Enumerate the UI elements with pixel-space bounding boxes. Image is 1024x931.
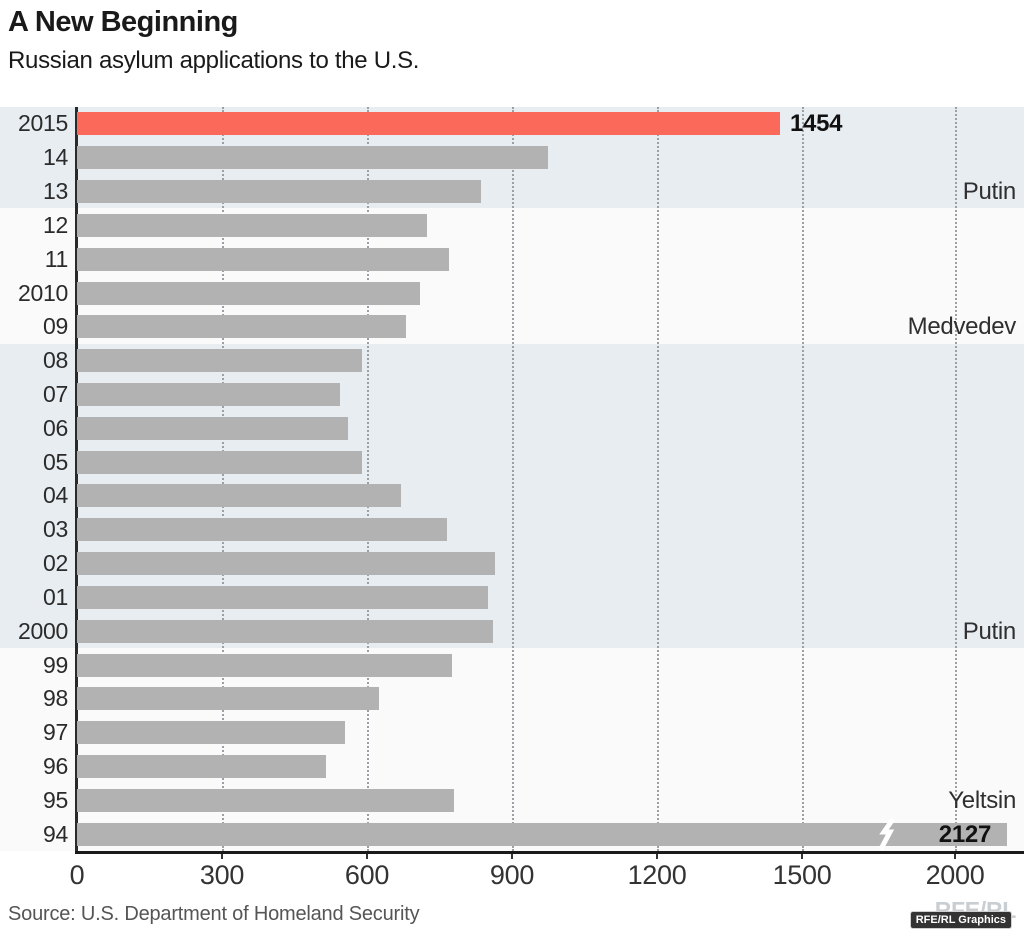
year-label-07: 07 (43, 380, 68, 407)
x-tick-900 (511, 854, 513, 859)
value-label-94: 2127 (938, 820, 992, 848)
bar-08 (77, 349, 362, 373)
x-tick-2000 (954, 854, 956, 859)
year-label-09: 09 (43, 313, 68, 340)
bar-97 (77, 721, 345, 745)
bar-2015 (77, 112, 780, 136)
bar-13 (77, 180, 481, 204)
gridline-900 (512, 107, 514, 851)
year-label-94: 94 (43, 820, 68, 847)
year-label-96: 96 (43, 752, 68, 779)
gridline-2000 (955, 107, 957, 851)
era-label-putin: Putin (962, 617, 1017, 645)
year-label-02: 02 (43, 550, 68, 577)
bar-2010 (77, 281, 420, 305)
bar-94 (77, 822, 1007, 846)
era-label-putin: Putin (962, 178, 1017, 206)
gridline-300 (222, 107, 224, 851)
x-tick-1500 (801, 854, 803, 859)
era-label-medvedev: Medvedev (907, 313, 1017, 341)
year-label-11: 11 (44, 245, 69, 272)
year-label-08: 08 (43, 347, 68, 374)
year-label-2010: 2010 (18, 279, 68, 306)
year-label-13: 13 (43, 178, 68, 205)
x-tick-1200 (656, 854, 658, 859)
gridline-600 (367, 107, 369, 851)
chart-title: A New Beginning (8, 6, 238, 38)
year-label-14: 14 (43, 144, 68, 171)
x-tick-label-0: 0 (69, 860, 85, 890)
bar-02 (77, 552, 495, 576)
year-label-12: 12 (43, 211, 68, 238)
x-tick-label-300: 300 (199, 860, 245, 890)
bar-98 (77, 687, 379, 711)
x-axis-line (75, 851, 1024, 854)
bar-01 (77, 585, 488, 609)
bar-07 (77, 382, 340, 406)
year-label-04: 04 (43, 482, 68, 509)
bar-12 (77, 213, 427, 237)
bar-95 (77, 788, 454, 812)
year-label-2015: 2015 (18, 110, 68, 137)
bar-14 (77, 146, 548, 170)
x-tick-label-2000: 2000 (925, 860, 985, 890)
y-axis-line (75, 107, 78, 851)
bar-2000 (77, 619, 493, 643)
year-label-03: 03 (43, 516, 68, 543)
bar-03 (77, 518, 447, 542)
bar-04 (77, 484, 401, 508)
x-tick-label-600: 600 (344, 860, 390, 890)
bar-96 (77, 754, 326, 778)
gridline-1200 (657, 107, 659, 851)
chart-subtitle: Russian asylum applications to the U.S. (8, 47, 420, 74)
era-label-yeltsin: Yeltsin (948, 786, 1016, 814)
bar-chart-plot: 2015 1454 14 13 12 11 2010 09 08 07 06 05 04 03 02 01 20… (0, 107, 1024, 851)
bar-09 (77, 315, 406, 339)
year-label-95: 95 (43, 786, 68, 813)
bar-11 (77, 247, 449, 271)
year-label-97: 97 (43, 719, 68, 746)
year-label-99: 99 (43, 651, 68, 678)
bar-06 (77, 416, 348, 440)
value-label-2015: 1454 (790, 110, 843, 138)
x-tick-300 (221, 854, 223, 859)
bar-99 (77, 653, 452, 677)
x-tick-label-900: 900 (489, 860, 535, 890)
axis-break-icon (877, 817, 899, 855)
year-label-98: 98 (43, 685, 68, 712)
bar-05 (77, 450, 362, 474)
x-tick-label-1500: 1500 (772, 860, 832, 890)
x-tick-label-1200: 1200 (627, 860, 687, 890)
graphics-credit-badge: RFE/RL Graphics (909, 911, 1012, 929)
source-note: Source: U.S. Department of Homeland Secu… (8, 903, 420, 925)
year-label-06: 06 (43, 414, 68, 441)
year-label-05: 05 (43, 448, 68, 475)
year-label-2000: 2000 (18, 617, 68, 644)
x-tick-600 (366, 854, 368, 859)
gridline-1500 (802, 107, 804, 851)
year-label-01: 01 (43, 583, 68, 610)
